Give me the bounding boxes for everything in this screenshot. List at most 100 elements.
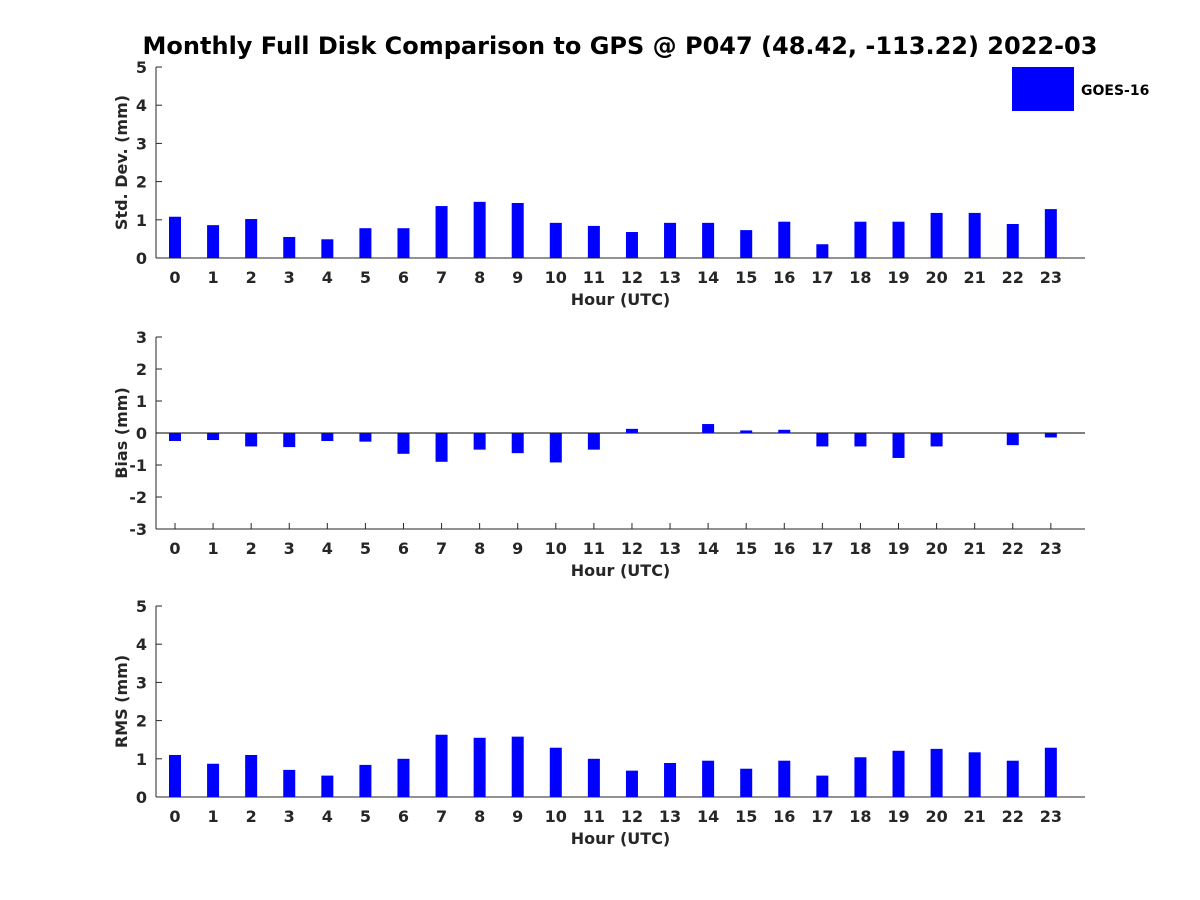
bar	[702, 424, 715, 433]
bar	[892, 433, 905, 458]
bar	[816, 433, 829, 447]
x-tick-label: 12	[621, 539, 643, 558]
x-tick-label: 2	[246, 539, 257, 558]
bar	[397, 228, 410, 258]
y-tick-label: 3	[136, 328, 147, 347]
y-axis-label: Std. Dev. (mm)	[112, 95, 131, 230]
x-tick-label: 0	[169, 807, 180, 826]
x-tick-label: 19	[887, 807, 909, 826]
bar	[816, 775, 829, 797]
bar	[1044, 209, 1057, 258]
x-tick-label: 10	[545, 268, 567, 287]
bar	[930, 748, 943, 797]
bar	[435, 734, 448, 797]
y-tick-label: 5	[136, 58, 147, 77]
y-tick-label: 0	[136, 788, 147, 807]
y-tick-label: 2	[136, 360, 147, 379]
bar	[587, 225, 600, 258]
bar	[702, 760, 715, 797]
x-tick-label: 2	[246, 807, 257, 826]
bar	[435, 206, 448, 258]
x-tick-label: 23	[1040, 268, 1062, 287]
legend-box	[1012, 67, 1074, 111]
x-tick-label: 5	[360, 268, 371, 287]
bar	[245, 433, 258, 447]
x-tick-label: 23	[1040, 807, 1062, 826]
x-tick-label: 0	[169, 539, 180, 558]
x-tick-label: 21	[964, 807, 986, 826]
bar	[625, 770, 638, 797]
y-tick-label: -3	[129, 520, 147, 539]
x-tick-label: 19	[887, 268, 909, 287]
x-tick-label: 11	[583, 539, 605, 558]
x-tick-label: 12	[621, 268, 643, 287]
bar	[245, 219, 258, 258]
x-tick-label: 17	[811, 807, 833, 826]
x-tick-label: 3	[284, 268, 295, 287]
bar	[778, 221, 791, 258]
bar	[854, 757, 867, 797]
x-tick-label: 16	[773, 268, 795, 287]
x-tick-label: 1	[208, 807, 219, 826]
x-tick-label: 18	[849, 539, 871, 558]
bar	[207, 763, 220, 797]
x-tick-label: 14	[697, 539, 719, 558]
bar	[169, 433, 181, 441]
x-tick-label: 11	[583, 268, 605, 287]
bar	[511, 433, 524, 454]
bar	[169, 216, 181, 258]
x-tick-label: 4	[322, 268, 333, 287]
x-tick-label: 17	[811, 539, 833, 558]
x-tick-label: 6	[398, 268, 409, 287]
bar	[968, 752, 981, 797]
x-tick-label: 13	[659, 268, 681, 287]
x-tick-label: 8	[474, 268, 485, 287]
bar	[892, 221, 905, 258]
x-tick-label: 9	[512, 539, 523, 558]
x-tick-label: 13	[659, 807, 681, 826]
x-tick-label: 9	[512, 268, 523, 287]
y-tick-label: 3	[136, 673, 147, 692]
x-tick-label: 1	[208, 539, 219, 558]
y-tick-label: 4	[136, 96, 147, 115]
x-tick-label: 7	[436, 807, 447, 826]
x-tick-label: 7	[436, 539, 447, 558]
y-tick-label: 0	[136, 424, 147, 443]
x-tick-label: 8	[474, 539, 485, 558]
x-tick-label: 22	[1002, 539, 1024, 558]
x-tick-label: 21	[964, 539, 986, 558]
x-tick-label: 20	[925, 807, 947, 826]
y-tick-label: 5	[136, 597, 147, 616]
bar	[587, 433, 600, 450]
bar	[892, 750, 905, 797]
bar	[207, 433, 220, 441]
x-tick-label: 13	[659, 539, 681, 558]
y-axis-label: RMS (mm)	[112, 655, 131, 748]
x-axis-label: Hour (UTC)	[571, 561, 671, 580]
x-tick-label: 20	[925, 539, 947, 558]
bar	[435, 433, 448, 462]
bar	[549, 222, 562, 258]
x-tick-label: 15	[735, 807, 757, 826]
x-tick-label: 7	[436, 268, 447, 287]
bar	[740, 230, 753, 258]
y-tick-label: 1	[136, 211, 147, 230]
y-tick-label: 1	[136, 392, 147, 411]
bar	[854, 433, 867, 447]
x-tick-label: 18	[849, 268, 871, 287]
bar	[397, 433, 410, 454]
y-axis-label: Bias (mm)	[112, 387, 131, 479]
bar	[207, 225, 220, 258]
x-tick-label: 6	[398, 539, 409, 558]
x-tick-label: 21	[964, 268, 986, 287]
bar	[740, 768, 753, 797]
x-tick-label: 20	[925, 268, 947, 287]
x-tick-label: 4	[322, 539, 333, 558]
y-tick-label: 0	[136, 249, 147, 268]
bar	[321, 239, 334, 258]
x-tick-label: 5	[360, 807, 371, 826]
x-tick-label: 22	[1002, 268, 1024, 287]
x-tick-label: 12	[621, 807, 643, 826]
